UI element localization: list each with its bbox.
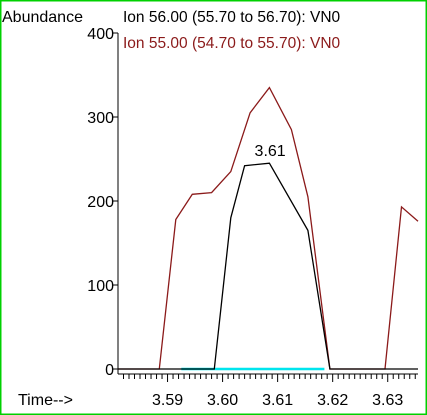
y-ticks: 0 100 200 300 400 <box>87 26 118 379</box>
plot-area: 0 100 200 300 400 3.59 3.60 3.61 3.62 3.63 <box>87 26 419 409</box>
series-line-1 <box>118 162 418 370</box>
series-layer <box>118 86 419 371</box>
x-tick-label: 3.60 <box>207 392 238 409</box>
y-tick-label: 400 <box>87 26 114 43</box>
y-axis-label: Abundance <box>2 9 83 26</box>
y-tick-label: 200 <box>87 194 114 211</box>
peak-annotation: 3.61 <box>255 143 286 160</box>
x-ticks: 3.59 3.60 3.61 3.62 3.63 <box>123 374 416 409</box>
y-tick-label: 100 <box>87 278 114 295</box>
y-tick-label: 300 <box>87 110 114 127</box>
legend-ion-55: Ion 55.00 (54.70 to 55.70): VN0 <box>123 35 341 52</box>
legend-ion-56: Ion 56.00 (55.70 to 56.70): VN0 <box>123 9 341 26</box>
x-tick-label: 3.63 <box>372 392 403 409</box>
x-tick-label: 3.59 <box>152 392 183 409</box>
x-tick-label: 3.61 <box>262 392 293 409</box>
x-axis-label: Time--> <box>18 392 73 409</box>
series-line-2 <box>118 86 419 370</box>
y-tick-label: 0 <box>105 362 114 379</box>
x-tick-label: 3.62 <box>317 392 348 409</box>
